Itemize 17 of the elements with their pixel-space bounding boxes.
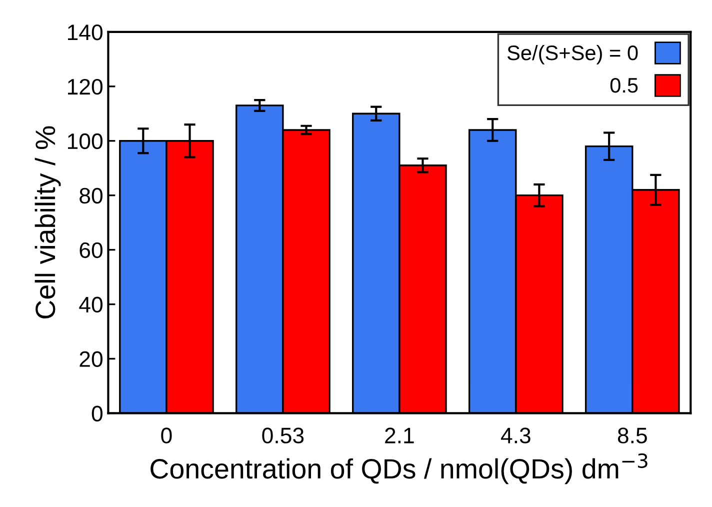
legend-label: 0.5	[610, 78, 638, 93]
x-tick-label: 0.53	[262, 428, 304, 444]
y-tick-label: 0	[92, 406, 102, 422]
y-tick-label: 80	[80, 188, 102, 204]
y-tick-label: 40	[79, 296, 102, 313]
x-tick-label: 8.5	[618, 428, 647, 444]
x-axis-title: Concentration of QDs / nmol(QDs) dm$^{−3}$	[150, 453, 648, 484]
y-tick-label: 120	[68, 78, 102, 95]
y-tick-label: 140	[68, 24, 102, 40]
y-axis-title: Cell viability / %	[34, 126, 61, 318]
x-tick-label: 4.3	[500, 428, 530, 444]
y-tick-label: 60	[80, 242, 102, 258]
y-tick-label: 20	[80, 351, 102, 368]
y-tick-label: 100	[68, 133, 102, 150]
x-tick-label: 2.1	[385, 428, 414, 444]
legend-label: Se/(S+Se) = 0	[507, 44, 638, 64]
x-tick-label: 0	[161, 428, 172, 444]
